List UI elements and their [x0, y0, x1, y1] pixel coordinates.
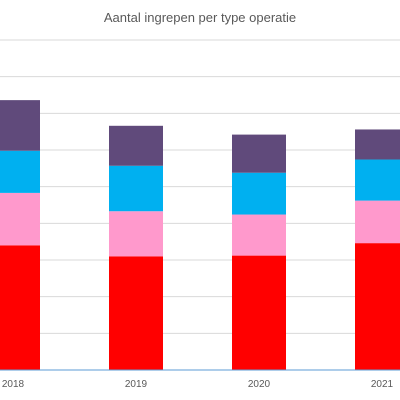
gridlines	[0, 39, 400, 334]
x-tick-label-2021: 2021	[371, 379, 394, 390]
bar-segment-2018-2	[0, 192, 40, 246]
chart-title: Aantal ingrepen per type operatie	[104, 10, 296, 25]
bar-segment-2018-1	[0, 245, 40, 370]
bar-segment-2019-1	[109, 256, 163, 370]
bar-segment-2020-3	[232, 172, 286, 215]
bar-segment-2021-4	[355, 129, 400, 160]
bar-segment-2019-2	[109, 211, 163, 257]
x-tick-labels: 2018 2019 2020 2021	[2, 379, 394, 390]
bar-segment-2019-4	[109, 125, 163, 166]
x-tick-label-2018: 2018	[2, 379, 25, 390]
bar-segment-2021-2	[355, 200, 400, 244]
bar-segment-2020-1	[232, 255, 286, 370]
bar-segment-2020-4	[232, 134, 286, 173]
bar-segment-2021-1	[355, 243, 400, 370]
bar-segment-2020-2	[232, 214, 286, 256]
bar-segment-2021-3	[355, 159, 400, 201]
x-tick-label-2020: 2020	[248, 379, 271, 390]
bar-segment-2018-3	[0, 150, 40, 193]
bar-segment-2018-4	[0, 100, 40, 151]
bars	[0, 100, 400, 370]
x-tick-label-2019: 2019	[125, 379, 148, 390]
bar-segment-2019-3	[109, 165, 163, 212]
